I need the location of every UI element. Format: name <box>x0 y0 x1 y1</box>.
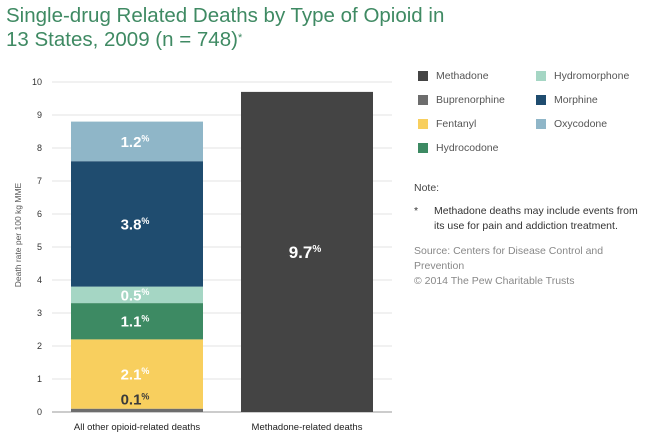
legend-item: Hydrocodone <box>418 142 498 154</box>
bar-segment-methadone <box>241 91 373 413</box>
chart-area: Death rate per 100 kg MME 0 1 2 3 4 5 6 7 8 9 10 0… <box>13 77 392 433</box>
legend-swatch <box>418 71 428 81</box>
note-item: * Methadone deaths may include events fr… <box>414 204 639 234</box>
x-category-label: All other opioid-related deaths <box>74 422 200 433</box>
bar-segment-morphine <box>71 161 203 287</box>
bar-segment-buprenorphine <box>71 408 203 412</box>
legend-label: Buprenorphine <box>436 94 505 106</box>
legend-label: Hydrocodone <box>436 142 499 154</box>
bar-segment-oxycodone <box>71 121 203 162</box>
data-label: 1.2% <box>121 134 150 151</box>
legend-item: Buprenorphine <box>418 94 505 106</box>
note-text: Methadone deaths may include events from… <box>434 205 638 232</box>
bar-segment-fentanyl <box>71 339 203 409</box>
y-tick-label: 9 <box>37 110 42 120</box>
data-label: 9.7% <box>289 243 322 262</box>
y-axis-label: Death rate per 100 kg MME <box>13 182 23 287</box>
legend-swatch <box>536 95 546 105</box>
chart-title-marker: * <box>237 32 243 44</box>
legend-label: Oxycodone <box>554 118 608 130</box>
data-label: 1.1% <box>121 313 150 330</box>
data-label: 0.5% <box>121 287 150 304</box>
y-tick-label: 7 <box>37 176 42 186</box>
legend-swatch <box>536 71 546 81</box>
y-tick-label: 6 <box>37 209 42 219</box>
y-tick-label: 8 <box>37 143 42 153</box>
legend-item: Fentanyl <box>418 118 476 130</box>
y-tick-label: 10 <box>32 77 42 87</box>
bar-segment-hydromorphone <box>71 286 203 304</box>
chart-title-text: Single-drug Related Deaths by Type of Op… <box>6 4 445 51</box>
y-tick-label: 4 <box>37 275 42 285</box>
legend-label: Morphine <box>554 94 598 106</box>
copyright-text: © 2014 The Pew Charitable Trusts <box>414 275 575 287</box>
notes-section: Note: * Methadone deaths may include eve… <box>414 182 639 289</box>
legend-item: Hydromorphone <box>536 70 629 82</box>
legend-label: Fentanyl <box>436 118 477 130</box>
legend: Methadone Buprenorphine Fentanyl Hydrocodon… <box>418 70 643 160</box>
note-marker: * <box>414 205 419 217</box>
data-label: 3.8% <box>121 216 150 233</box>
legend-item: Morphine <box>536 94 598 106</box>
note-title: Note: <box>414 182 440 194</box>
legend-swatch <box>418 119 428 129</box>
legend-swatch <box>418 95 428 105</box>
legend-item: Oxycodone <box>536 118 607 130</box>
y-tick-label: 5 <box>37 242 42 252</box>
legend-item: Methadone <box>418 70 489 82</box>
x-category-label: Methadone-related deaths <box>252 422 363 433</box>
bar-segment-hydrocodone <box>71 303 203 340</box>
legend-swatch <box>536 119 546 129</box>
legend-label: Methadone <box>436 70 489 82</box>
y-tick-label: 2 <box>37 341 42 351</box>
data-label: 2.1% <box>121 366 150 383</box>
data-label: 0.1% <box>121 391 150 408</box>
y-tick-label: 1 <box>37 374 42 384</box>
y-tick-label: 0 <box>37 407 42 417</box>
legend-label: Hydromorphone <box>554 70 630 82</box>
chart-title: Single-drug Related Deaths by Type of Op… <box>6 4 466 52</box>
legend-swatch <box>418 143 428 153</box>
source-text: Source: Centers for Disease Control and … <box>414 245 604 272</box>
y-tick-label: 3 <box>37 308 42 318</box>
